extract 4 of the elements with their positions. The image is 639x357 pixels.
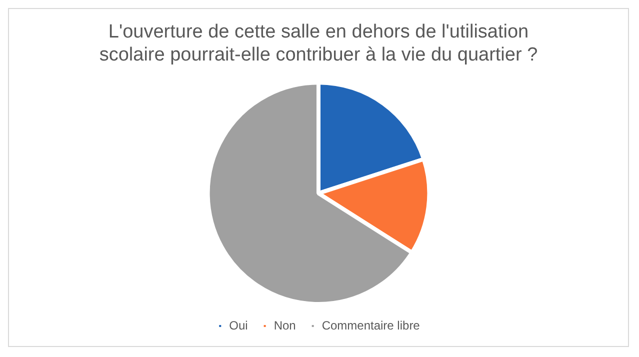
legend-label: Oui (229, 318, 248, 332)
legend-label: Non (274, 318, 296, 332)
legend-label: Commentaire libre (322, 318, 420, 332)
chart-title: L'ouverture de cette salle en dehors de l'utilisation scolaire pourrait-elle contribuer à la vie du quartier ? (99, 22, 538, 66)
